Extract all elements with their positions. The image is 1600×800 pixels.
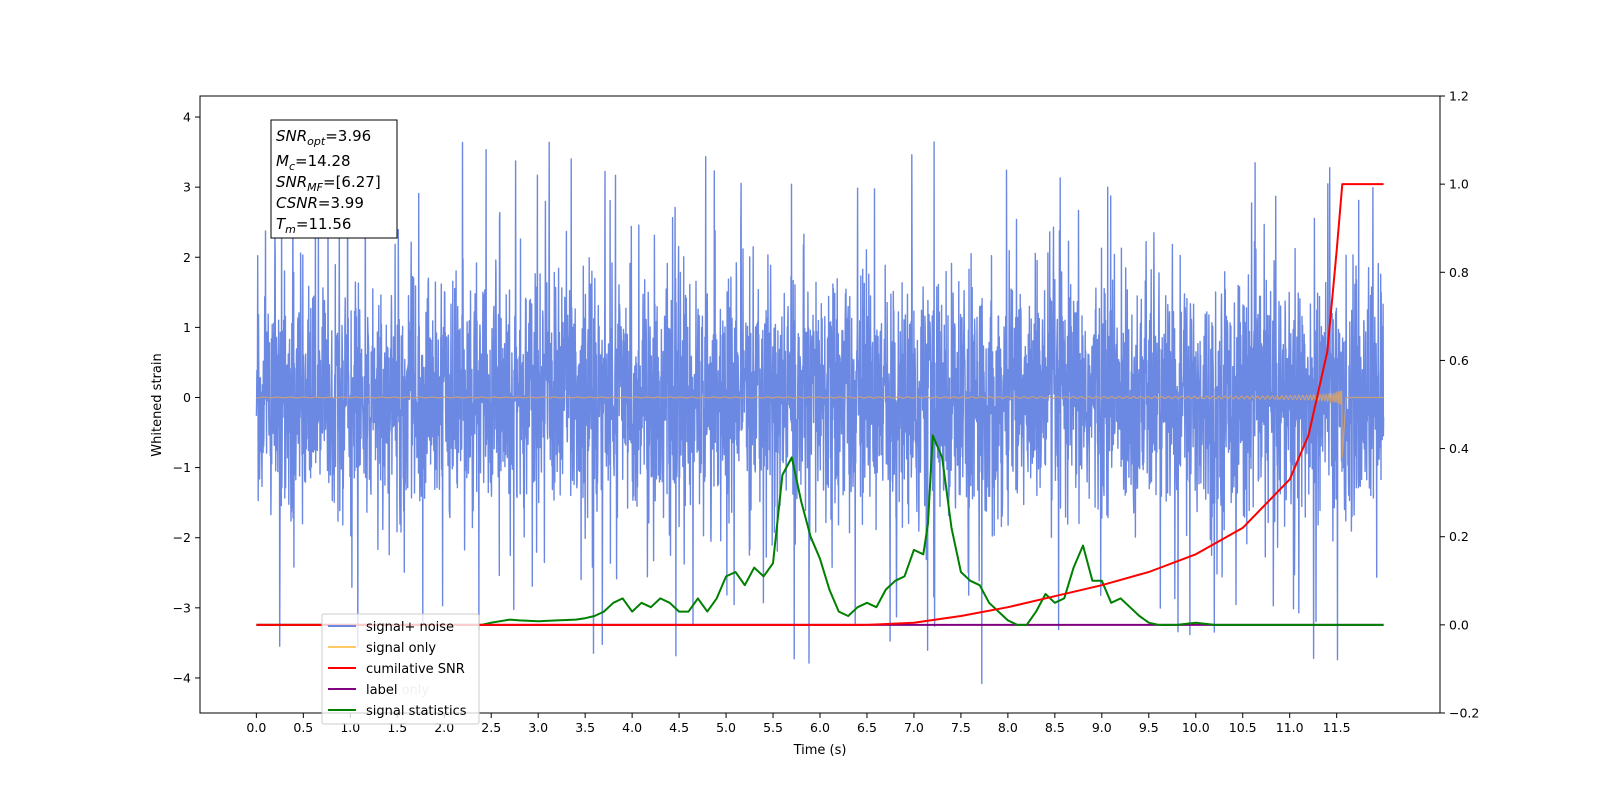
x-axis: 0.0 0.5 1.0 1.5 2.0 2.5 3.0 3.5 4.0 4.5 5.0 5.5 6.0 6… xyxy=(246,713,1351,735)
y-axis-label: Whitened strain xyxy=(150,353,165,456)
legend-label-signal-only: signal only xyxy=(366,641,436,656)
x-tick-label: 7.5 xyxy=(951,720,971,735)
y-left-tick-label: 4 xyxy=(183,110,191,125)
info-csnr: CSNR=3.99 xyxy=(276,194,364,212)
x-tick-label: 4.0 xyxy=(622,720,642,735)
legend-label-signal-noise: signal+ noise xyxy=(366,620,454,635)
y-right-tick-label: 1.2 xyxy=(1449,89,1469,104)
legend-label-label: label xyxy=(366,683,397,698)
x-tick-label: 3.0 xyxy=(528,720,548,735)
series-cumulative-snr xyxy=(256,183,1384,626)
y-axis-left: 4 3 2 1 0 −1 −2 −3 −4 xyxy=(173,110,200,685)
y-left-tick-label: −4 xyxy=(173,670,191,685)
legend: signal+ noise signal only cumilative SNR… xyxy=(321,613,480,725)
series-signal-only xyxy=(256,390,1384,458)
y-right-tick-label: 0.4 xyxy=(1449,441,1469,456)
y-left-tick-label: 2 xyxy=(183,250,191,265)
info-snr-mf: SNRMF=[6.27] xyxy=(276,173,381,194)
x-tick-label: 9.5 xyxy=(1139,720,1159,735)
x-tick-label: 7.0 xyxy=(904,720,924,735)
y-left-tick-label: 1 xyxy=(183,320,191,335)
x-tick-label: 6.5 xyxy=(857,720,877,735)
series-signal-noise xyxy=(255,134,1385,685)
y-right-tick-label: 0.0 xyxy=(1449,617,1469,632)
x-tick-label: 3.5 xyxy=(575,720,595,735)
y-left-tick-label: 3 xyxy=(183,180,191,195)
x-tick-label: 5.0 xyxy=(716,720,736,735)
x-tick-label: 0.5 xyxy=(293,720,313,735)
y-right-tick-label: 1.0 xyxy=(1449,177,1469,192)
x-tick-label: 10.0 xyxy=(1182,720,1210,735)
x-tick-label: 9.0 xyxy=(1092,720,1112,735)
legend-label-cumulative-snr: cumilative SNR xyxy=(366,662,465,677)
y-right-tick-label: 0.6 xyxy=(1449,353,1469,368)
y-left-tick-label: −3 xyxy=(173,600,191,615)
legend-label-occluded: label only xyxy=(366,683,429,698)
info-snr-opt: SNRopt=3.96 xyxy=(276,127,371,148)
series-signal-statistics xyxy=(256,434,1384,626)
x-tick-label: 11.5 xyxy=(1323,720,1351,735)
legend-label-signal-statistics: signal statistics xyxy=(366,704,467,719)
info-chirp-mass: Mc=14.28 xyxy=(276,152,351,173)
info-box-frame xyxy=(270,119,398,239)
info-merger-time: Tm=11.56 xyxy=(276,215,351,236)
x-axis-label: Time (s) xyxy=(793,743,847,758)
x-tick-label: 11.0 xyxy=(1276,720,1304,735)
x-tick-label: 10.5 xyxy=(1229,720,1257,735)
info-box: SNRopt=3.96 Mc=14.28 SNRMF=[6.27] CSNR=3… xyxy=(270,119,398,239)
y-left-tick-label: −1 xyxy=(173,460,191,475)
x-tick-label: 6.0 xyxy=(810,720,830,735)
y-right-tick-label: 0.8 xyxy=(1449,265,1469,280)
y-left-tick-label: 0 xyxy=(183,390,191,405)
y-right-tick-label: 0.2 xyxy=(1449,529,1469,544)
y-axis-right: 1.2 1.0 0.8 0.6 0.4 0.2 0.0 −0.2 xyxy=(1440,89,1479,721)
x-tick-label: 8.5 xyxy=(1045,720,1065,735)
x-tick-label: 0.0 xyxy=(246,720,266,735)
x-tick-label: 4.5 xyxy=(669,720,689,735)
x-tick-label: 8.0 xyxy=(998,720,1018,735)
legend-frame xyxy=(321,613,480,725)
x-tick-label: 2.5 xyxy=(481,720,501,735)
x-tick-label: 5.5 xyxy=(763,720,783,735)
y-left-tick-label: −2 xyxy=(173,530,191,545)
y-right-tick-label: −0.2 xyxy=(1449,706,1479,721)
